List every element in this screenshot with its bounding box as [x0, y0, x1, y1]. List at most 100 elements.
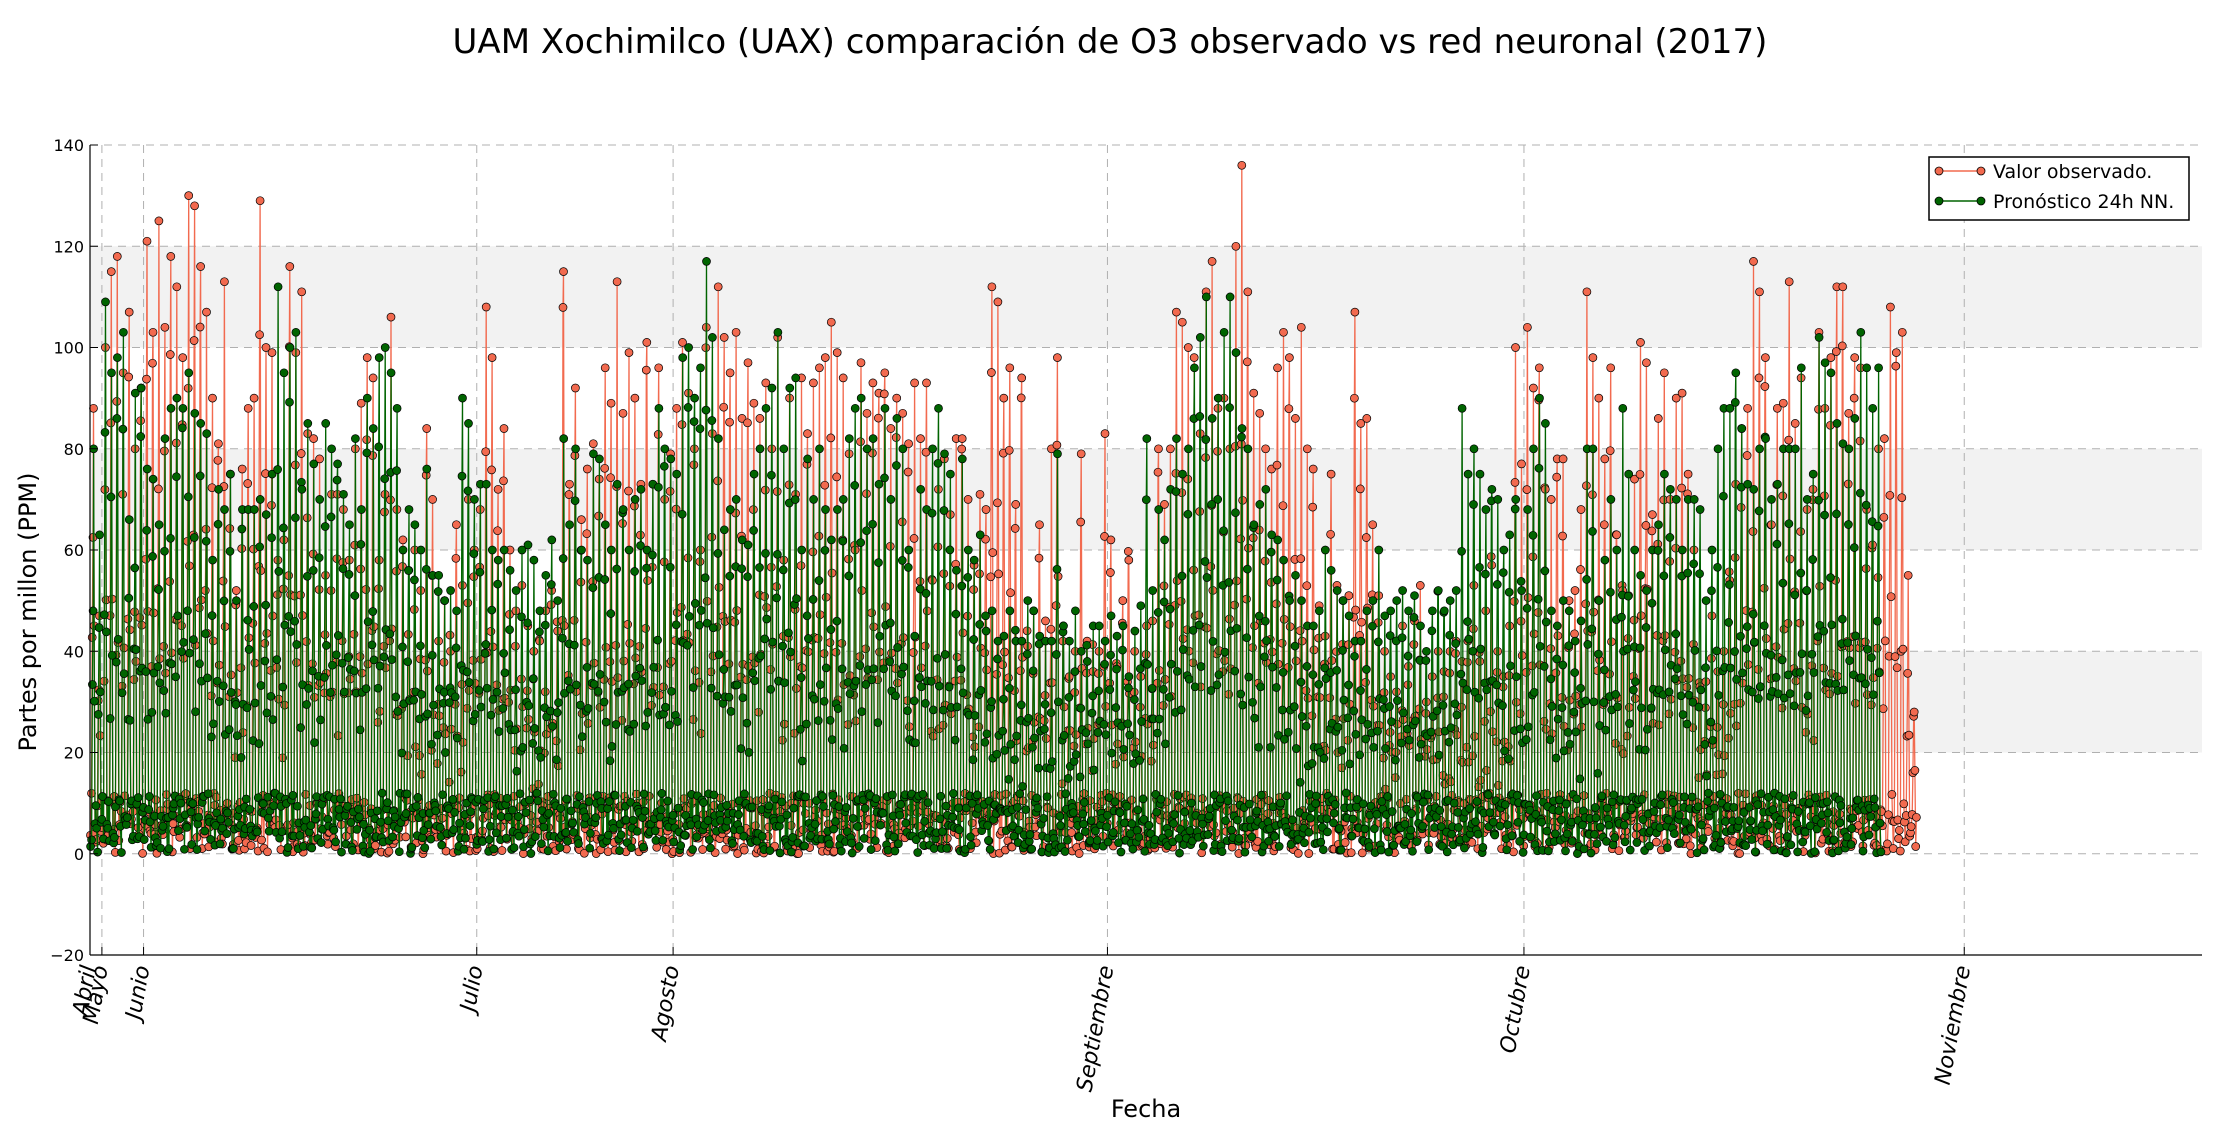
data-point-forecast [782, 810, 792, 820]
data-point-forecast [888, 790, 897, 800]
data-point-observed [451, 553, 461, 563]
data-point-forecast [1105, 685, 1115, 694]
data-point-forecast [343, 653, 353, 662]
data-point-forecast [725, 505, 735, 514]
data-point-forecast [972, 790, 982, 800]
data-point-forecast [657, 789, 667, 798]
data-point-forecast [757, 831, 767, 841]
data-point-forecast [118, 424, 128, 434]
data-point-forecast [172, 472, 181, 482]
data-point-forecast [1572, 794, 1582, 804]
data-point-forecast [1055, 811, 1065, 821]
data-point-forecast [416, 545, 426, 555]
data-point-forecast [1185, 826, 1195, 835]
data-point-forecast [1589, 697, 1599, 707]
data-point-forecast [1846, 840, 1856, 849]
data-point-forecast [1160, 535, 1169, 545]
data-point-forecast [105, 714, 115, 723]
data-point-forecast [1570, 636, 1580, 646]
data-point-forecast [469, 549, 479, 559]
data-point-observed [739, 845, 749, 855]
data-point-observed [1237, 160, 1247, 170]
data-point-forecast [1332, 586, 1342, 595]
data-point-forecast [1449, 798, 1459, 808]
data-point-forecast [421, 564, 431, 574]
data-point-forecast [942, 844, 952, 853]
data-point-observed [820, 480, 830, 490]
data-point-forecast [1200, 557, 1210, 566]
data-point-observed [1891, 361, 1901, 371]
data-point-forecast [1255, 500, 1265, 509]
data-point-forecast [603, 830, 613, 840]
data-point-forecast [934, 403, 943, 413]
data-point-forecast [387, 655, 397, 664]
chart-title: UAM Xochimilco (UAX) comparación de O3 o… [452, 22, 1768, 62]
data-point-forecast [365, 846, 375, 856]
data-point-observed [581, 637, 591, 647]
data-point-forecast [766, 684, 776, 694]
data-point-forecast [1248, 697, 1257, 707]
data-point-forecast [654, 403, 664, 413]
data-point-forecast [1863, 644, 1872, 654]
data-point-forecast [892, 414, 902, 423]
data-point-forecast [951, 609, 961, 619]
data-point-forecast [1876, 847, 1886, 857]
data-point-forecast [1069, 808, 1078, 818]
data-point-forecast [1169, 819, 1178, 828]
data-point-forecast [1858, 846, 1868, 856]
data-point-forecast [1143, 660, 1152, 669]
data-point-observed [261, 343, 271, 352]
data-point-observed [1006, 588, 1015, 598]
data-point-forecast [322, 641, 331, 650]
data-point-forecast [1260, 616, 1270, 626]
data-point-forecast [897, 556, 907, 565]
data-point-forecast [112, 414, 122, 423]
data-point-forecast [215, 839, 225, 849]
data-point-observed [218, 576, 228, 586]
data-point-forecast [440, 596, 450, 605]
data-point-forecast [1027, 844, 1037, 854]
data-point-forecast [1270, 832, 1280, 841]
data-point-forecast [1306, 813, 1315, 823]
data-point-forecast [403, 657, 413, 667]
data-point-forecast [571, 444, 580, 454]
data-point-forecast [1004, 774, 1014, 784]
data-point-forecast [772, 593, 781, 603]
data-point-forecast [1861, 679, 1870, 689]
data-point-forecast [458, 393, 467, 403]
data-point-observed [499, 476, 508, 486]
data-point-forecast [709, 790, 719, 800]
data-point-forecast [903, 706, 912, 716]
data-point-forecast [1196, 662, 1206, 671]
data-point-forecast [374, 353, 384, 362]
data-point-forecast [827, 535, 836, 545]
data-point-forecast [514, 831, 524, 841]
data-point-observed [1355, 484, 1365, 494]
y-tick-label: 20 [64, 744, 84, 763]
data-point-forecast [583, 703, 593, 713]
data-point-forecast [563, 836, 572, 846]
data-point-forecast [1613, 702, 1622, 712]
data-point-observed [1041, 616, 1050, 626]
data-point-forecast [183, 492, 193, 502]
data-point-forecast [1721, 817, 1730, 826]
data-point-forecast [407, 843, 417, 852]
data-point-forecast [1690, 646, 1700, 655]
data-point-forecast [1147, 683, 1157, 693]
data-point-forecast [685, 612, 694, 621]
data-point-observed [1636, 338, 1645, 347]
data-point-forecast [975, 620, 985, 629]
data-point-forecast [1383, 792, 1393, 801]
data-point-observed [486, 627, 496, 636]
data-point-forecast [1762, 839, 1772, 849]
data-point-forecast [1547, 606, 1556, 616]
data-point-forecast [1546, 674, 1556, 684]
data-point-observed [1198, 794, 1207, 803]
data-point-forecast [1272, 683, 1281, 692]
data-point-forecast [1156, 794, 1166, 804]
data-point-forecast [1397, 633, 1407, 643]
data-point-forecast [1127, 819, 1137, 829]
data-point-forecast [726, 707, 736, 716]
data-point-forecast [1227, 825, 1236, 835]
data-point-observed [600, 363, 610, 373]
